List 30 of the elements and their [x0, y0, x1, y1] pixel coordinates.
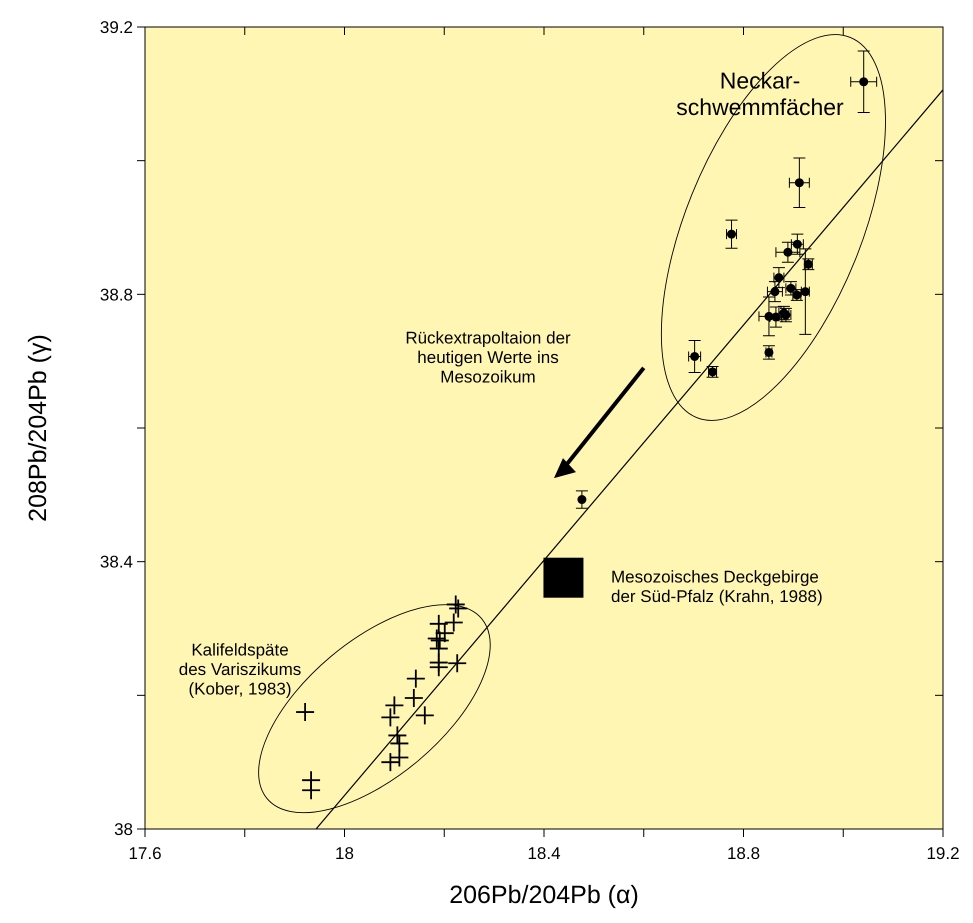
point — [404, 688, 424, 708]
point — [446, 594, 466, 614]
point — [406, 668, 426, 689]
point — [444, 612, 464, 632]
point — [428, 657, 449, 678]
point — [387, 726, 408, 746]
annotation: Kalifeldspäte des Variszikums (Kober, 1983) — [178, 640, 302, 699]
x-tick-label: 18.4 — [527, 844, 561, 863]
annotation: Rückextrapoltaion der heutigen Werte ins Mesozoikum — [405, 328, 572, 387]
x-tick-label: 17.6 — [128, 844, 162, 863]
point — [301, 780, 321, 800]
y-axis-title: 208Pb/204Pb (γ) — [24, 334, 52, 522]
y-tick-label: 39.2 — [100, 18, 133, 37]
point — [414, 705, 435, 726]
annotation: Mesozoisches Deckgebirge der Süd-Pfalz (Krahn, 1988) — [611, 568, 823, 606]
point — [448, 598, 468, 618]
y-tick-label: 38 — [114, 820, 133, 839]
point — [380, 752, 400, 772]
point — [389, 748, 410, 768]
x-tick-label: 18.8 — [726, 844, 760, 863]
point — [447, 653, 468, 674]
point — [543, 558, 584, 598]
x-tick-label: 19.2 — [926, 844, 960, 863]
x-tick-label: 18 — [335, 844, 354, 863]
y-tick-label: 38.8 — [100, 285, 133, 304]
point — [295, 702, 315, 722]
x-axis-title: 206Pb/204Pb (α) — [449, 881, 639, 909]
y-tick-label: 38.4 — [100, 552, 133, 572]
point — [384, 695, 404, 716]
point — [380, 707, 400, 728]
